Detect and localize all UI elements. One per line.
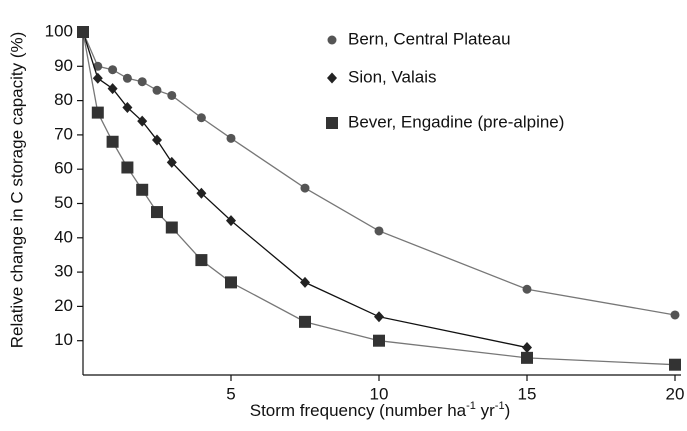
point — [300, 276, 310, 288]
point — [165, 221, 178, 234]
legend-marker — [326, 117, 338, 129]
y-tick-label: 80 — [54, 90, 73, 109]
point — [195, 254, 208, 267]
x-tick-label: 20 — [666, 384, 685, 403]
y-tick-label: 20 — [54, 296, 73, 315]
legend-label: Bever, Engadine (pre-alpine) — [348, 112, 564, 131]
point — [374, 226, 384, 236]
point — [166, 156, 177, 168]
legend-marker — [327, 35, 337, 45]
y-tick-label: 50 — [54, 193, 73, 212]
point — [225, 276, 237, 289]
label-part: yr — [476, 401, 495, 420]
superscript: -1 — [466, 400, 476, 412]
point — [152, 134, 162, 146]
label-part: ) — [505, 401, 511, 420]
point — [122, 73, 132, 83]
y-tick-label: 10 — [54, 330, 73, 349]
point — [373, 334, 385, 347]
point — [522, 284, 532, 294]
point — [121, 161, 134, 174]
x-axis-label: Storm frequency (number ha-1 yr-1) — [250, 400, 511, 421]
point — [196, 113, 206, 123]
legend-label: Sion, Valais — [348, 67, 437, 86]
point — [226, 215, 236, 227]
point — [92, 72, 103, 84]
point — [300, 183, 310, 193]
point — [670, 310, 680, 320]
y-tick-label: 90 — [54, 56, 73, 75]
superscript: -1 — [495, 400, 505, 412]
point — [137, 115, 148, 127]
point — [669, 358, 681, 371]
label-part: Storm frequency (number ha — [250, 401, 467, 420]
y-axis-label: Relative change in C storage capacity (%… — [7, 32, 26, 349]
y-tick-label: 60 — [54, 159, 73, 178]
point — [521, 351, 533, 364]
point — [122, 101, 133, 113]
point — [226, 133, 236, 143]
point — [137, 77, 147, 87]
y-tick-label: 40 — [54, 227, 73, 246]
point — [196, 187, 207, 199]
point — [522, 342, 532, 354]
point — [152, 85, 162, 95]
x-tick-label: 5 — [226, 384, 235, 403]
point — [106, 135, 119, 148]
point — [151, 206, 163, 219]
x-tick-label: 15 — [518, 384, 537, 403]
point — [167, 90, 177, 100]
legend-label: Bern, Central Plateau — [348, 29, 511, 48]
y-tick-label: 70 — [54, 124, 73, 143]
point — [107, 83, 118, 95]
point — [108, 65, 118, 75]
point — [93, 61, 103, 71]
point — [299, 315, 311, 328]
point — [77, 26, 89, 38]
point — [136, 183, 149, 196]
point — [374, 311, 384, 323]
point — [91, 106, 104, 119]
x-tick-label: 10 — [370, 384, 389, 403]
y-tick-label: 100 — [45, 21, 73, 40]
legend-marker — [327, 72, 337, 84]
y-tick-label: 30 — [54, 262, 73, 281]
